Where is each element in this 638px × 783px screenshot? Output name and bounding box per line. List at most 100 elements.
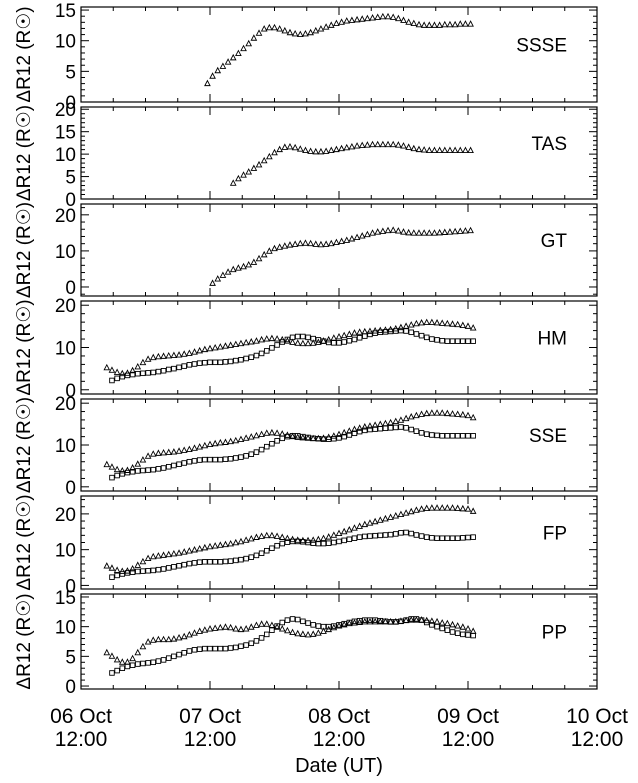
data-point-triangle xyxy=(415,20,423,28)
data-point-triangle xyxy=(211,439,219,447)
data-point-square xyxy=(222,645,229,652)
data-point-triangle xyxy=(402,322,410,329)
data-point-square xyxy=(217,456,224,463)
data-point-square xyxy=(155,466,162,472)
y-tick-label: 10 xyxy=(55,145,76,166)
data-point-square xyxy=(325,540,332,546)
data-point-triangle xyxy=(392,512,400,519)
data-point-square xyxy=(238,454,244,460)
data-point-triangle xyxy=(397,416,405,423)
data-point-square xyxy=(398,530,404,536)
data-point-square xyxy=(444,338,451,344)
data-point-triangle xyxy=(335,622,343,629)
data-point-triangle xyxy=(338,237,345,244)
data-point-triangle xyxy=(206,625,214,632)
data-point-triangle xyxy=(165,351,173,359)
data-point-triangle xyxy=(276,243,284,250)
data-point-triangle xyxy=(219,271,227,278)
data-point-square xyxy=(310,540,316,546)
data-point-triangle xyxy=(454,410,462,417)
data-point-triangle xyxy=(358,141,366,149)
data-point-square xyxy=(284,336,291,343)
data-point-triangle xyxy=(302,29,309,37)
data-point-triangle xyxy=(405,143,413,150)
data-point-square xyxy=(341,620,347,627)
data-point-triangle xyxy=(294,339,302,346)
data-point-triangle xyxy=(273,429,281,436)
data-point-triangle xyxy=(260,25,268,32)
data-point-triangle xyxy=(299,630,307,637)
y-axis-label: ΔR12 (R☉) xyxy=(14,105,35,201)
data-point-square xyxy=(202,456,208,463)
data-point-square xyxy=(356,534,363,540)
data-point-square xyxy=(449,629,456,635)
data-point-triangle xyxy=(333,19,340,26)
data-point-triangle xyxy=(175,351,183,358)
data-point-triangle xyxy=(425,21,433,28)
data-point-triangle xyxy=(258,620,265,627)
data-point-triangle xyxy=(389,226,397,233)
data-point-triangle xyxy=(312,26,320,34)
data-point-square xyxy=(310,622,316,628)
data-point-triangle xyxy=(273,335,281,342)
data-point-square xyxy=(418,533,425,539)
data-point-square xyxy=(393,328,399,334)
data-point-triangle xyxy=(436,228,443,236)
data-point-square xyxy=(351,535,358,541)
y-axis-label: ΔR12 (R☉) xyxy=(14,494,35,590)
data-point-square xyxy=(382,618,389,625)
data-point-square xyxy=(454,338,461,344)
data-point-triangle xyxy=(322,147,330,154)
data-point-triangle xyxy=(224,58,232,65)
data-point-triangle xyxy=(361,423,369,430)
data-point-square xyxy=(439,535,445,541)
data-point-square xyxy=(196,457,203,463)
x-tick-label: 07 Oct xyxy=(179,705,241,728)
data-point-triangle xyxy=(160,352,167,359)
data-point-square xyxy=(418,430,425,436)
data-point-square xyxy=(233,455,239,461)
data-point-square xyxy=(408,616,414,622)
data-point-triangle xyxy=(250,258,258,265)
data-point-triangle xyxy=(446,146,454,153)
data-point-square xyxy=(289,538,296,545)
data-point-square xyxy=(362,333,368,339)
data-point-triangle xyxy=(229,265,237,273)
data-point-triangle xyxy=(376,420,384,427)
data-point-square xyxy=(124,469,131,476)
data-point-triangle xyxy=(307,147,314,154)
data-point-square xyxy=(243,453,249,459)
data-point-square xyxy=(465,534,471,541)
data-point-square xyxy=(300,433,306,440)
data-point-triangle xyxy=(294,536,302,543)
data-point-triangle xyxy=(206,344,214,352)
data-point-triangle xyxy=(322,23,330,30)
data-point-triangle xyxy=(394,141,402,148)
data-point-square xyxy=(289,433,296,439)
data-point-triangle xyxy=(309,339,317,346)
data-point-triangle xyxy=(229,179,237,186)
data-point-square xyxy=(129,469,136,475)
data-point-triangle xyxy=(366,327,374,334)
data-point-square xyxy=(289,334,296,341)
data-point-square xyxy=(320,540,327,547)
data-point-square xyxy=(165,565,172,571)
data-point-triangle xyxy=(402,414,410,422)
data-point-triangle xyxy=(340,620,348,628)
data-point-square xyxy=(238,556,244,563)
data-point-triangle xyxy=(433,319,441,326)
data-point-triangle xyxy=(462,20,469,27)
data-point-triangle xyxy=(235,174,242,182)
data-point-square xyxy=(196,646,203,652)
data-point-square xyxy=(114,375,120,382)
data-point-triangle xyxy=(201,543,209,551)
data-point-square xyxy=(109,377,115,384)
data-point-triangle xyxy=(428,318,436,326)
data-point-square xyxy=(279,619,285,626)
data-point-triangle xyxy=(327,239,335,247)
data-point-square xyxy=(258,550,265,556)
data-point-triangle xyxy=(299,433,307,441)
data-point-triangle xyxy=(456,227,464,234)
data-point-triangle xyxy=(170,448,178,455)
data-point-square xyxy=(150,369,156,376)
